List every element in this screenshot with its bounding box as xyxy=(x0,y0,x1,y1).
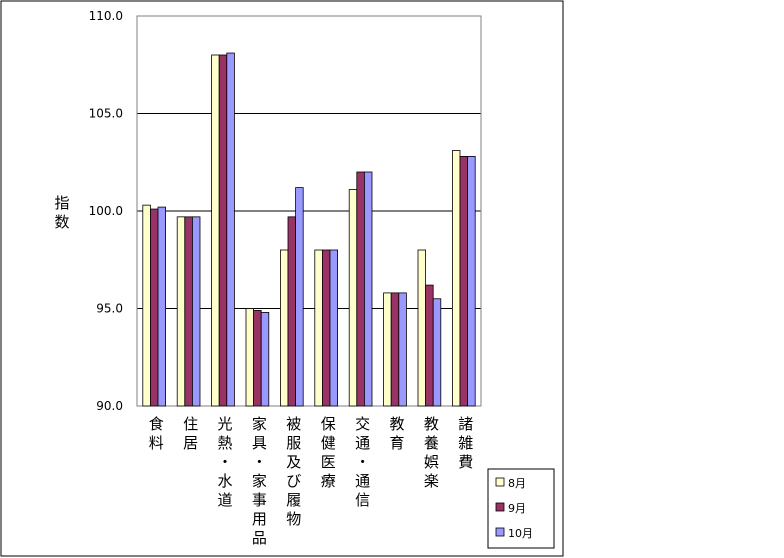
bar xyxy=(184,216,193,407)
bar xyxy=(390,292,400,407)
bar xyxy=(191,216,201,407)
y-tick-label: 95.0 xyxy=(96,302,123,316)
bar xyxy=(211,54,220,407)
legend-label: 8月 xyxy=(508,477,526,490)
x-tick-label: 諸雑費 xyxy=(458,415,473,471)
legend-swatch xyxy=(495,477,505,487)
x-tick-label: 食料 xyxy=(149,415,164,452)
legend: 8月 9月 10月 xyxy=(487,468,555,549)
bar xyxy=(459,155,468,407)
bar xyxy=(226,52,235,407)
y-axis-label: 指数 xyxy=(54,194,69,231)
bar xyxy=(218,54,228,407)
bar xyxy=(363,171,373,407)
bar xyxy=(451,150,461,407)
bar xyxy=(295,187,304,407)
y-tick-label: 110.0 xyxy=(89,9,123,23)
bar xyxy=(383,292,392,407)
bars xyxy=(142,52,476,407)
y-tick-label: 105.0 xyxy=(89,107,123,121)
legend-label: 9月 xyxy=(508,502,526,515)
bar xyxy=(321,249,331,407)
bar xyxy=(356,171,365,407)
bar xyxy=(425,284,434,407)
bar xyxy=(245,308,254,407)
x-tick-label: 住居 xyxy=(183,415,198,452)
y-tick-label: 100.0 xyxy=(89,204,123,218)
y-axis-ticks: 90.0 95.0 100.0 105.0 110.0 xyxy=(89,9,123,413)
x-tick-label: 交通・通信 xyxy=(355,415,370,509)
bar xyxy=(432,298,442,407)
bar xyxy=(157,206,166,407)
x-tick-label: 保健医療 xyxy=(321,415,336,490)
bar xyxy=(467,155,476,407)
bar xyxy=(176,216,186,407)
bar xyxy=(329,249,338,407)
y-tick-label: 90.0 xyxy=(96,399,123,413)
x-tick-label: 教育 xyxy=(389,415,404,452)
bar xyxy=(398,292,407,407)
bar xyxy=(314,249,323,407)
bar xyxy=(142,204,151,407)
x-tick-label: 教養娯楽 xyxy=(424,415,439,490)
x-tick-label: 被服及び履物 xyxy=(286,415,301,528)
bar xyxy=(348,189,358,407)
bar xyxy=(279,249,289,407)
bar xyxy=(417,249,426,407)
x-tick-label: 家具・家事用品 xyxy=(252,415,267,547)
plot-area-border xyxy=(136,15,482,407)
bar xyxy=(149,208,159,407)
legend-label: 10月 xyxy=(508,527,533,540)
legend-swatch xyxy=(495,527,505,537)
bar xyxy=(260,311,270,407)
x-tick-label: 光熱・水道 xyxy=(217,415,232,509)
bar xyxy=(253,310,262,407)
y-axis-title: 指数 xyxy=(54,194,69,231)
bar xyxy=(287,216,296,407)
legend-swatch xyxy=(495,502,505,512)
